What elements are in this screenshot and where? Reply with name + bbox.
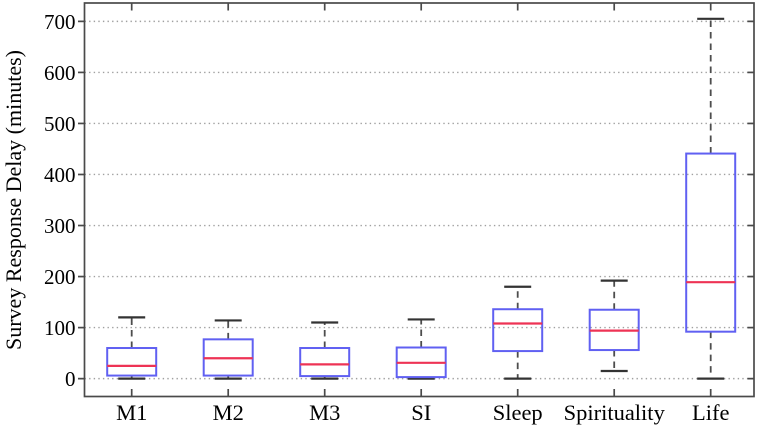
y-tick-label: 0: [65, 367, 76, 391]
box-group-Spirituality: [588, 279, 640, 373]
y-tick-label: 100: [44, 316, 76, 340]
plot-border: [83, 2, 755, 398]
y-tick-label: 300: [44, 214, 76, 238]
box-group-Life: [685, 17, 737, 380]
box-group-M1: [106, 316, 158, 380]
x-category-label: Spirituality: [564, 400, 666, 425]
box-group-M2: [202, 319, 254, 380]
y-tick-label: 200: [44, 265, 76, 289]
box-group-Sleep: [492, 285, 544, 380]
iqr-box: [685, 152, 737, 333]
y-axis-label: Survey Response Delay (minutes): [1, 50, 26, 350]
x-category-label: Sleep: [493, 400, 543, 425]
y-tick-label: 400: [44, 163, 76, 187]
x-category-label: SI: [411, 400, 431, 425]
iqr-box: [492, 308, 544, 353]
y-tick-label: 700: [44, 10, 76, 34]
x-category-label: M3: [309, 400, 340, 425]
box-group-M3: [299, 321, 351, 380]
y-tick-label: 600: [44, 61, 76, 85]
iqr-box: [106, 347, 158, 377]
y-tick-label: 500: [44, 112, 76, 136]
x-category-label: M1: [116, 400, 147, 425]
box-group-SI: [395, 318, 447, 380]
iqr-box: [299, 347, 351, 378]
x-category-label: Life: [692, 400, 729, 425]
x-category-label: M2: [213, 400, 244, 425]
